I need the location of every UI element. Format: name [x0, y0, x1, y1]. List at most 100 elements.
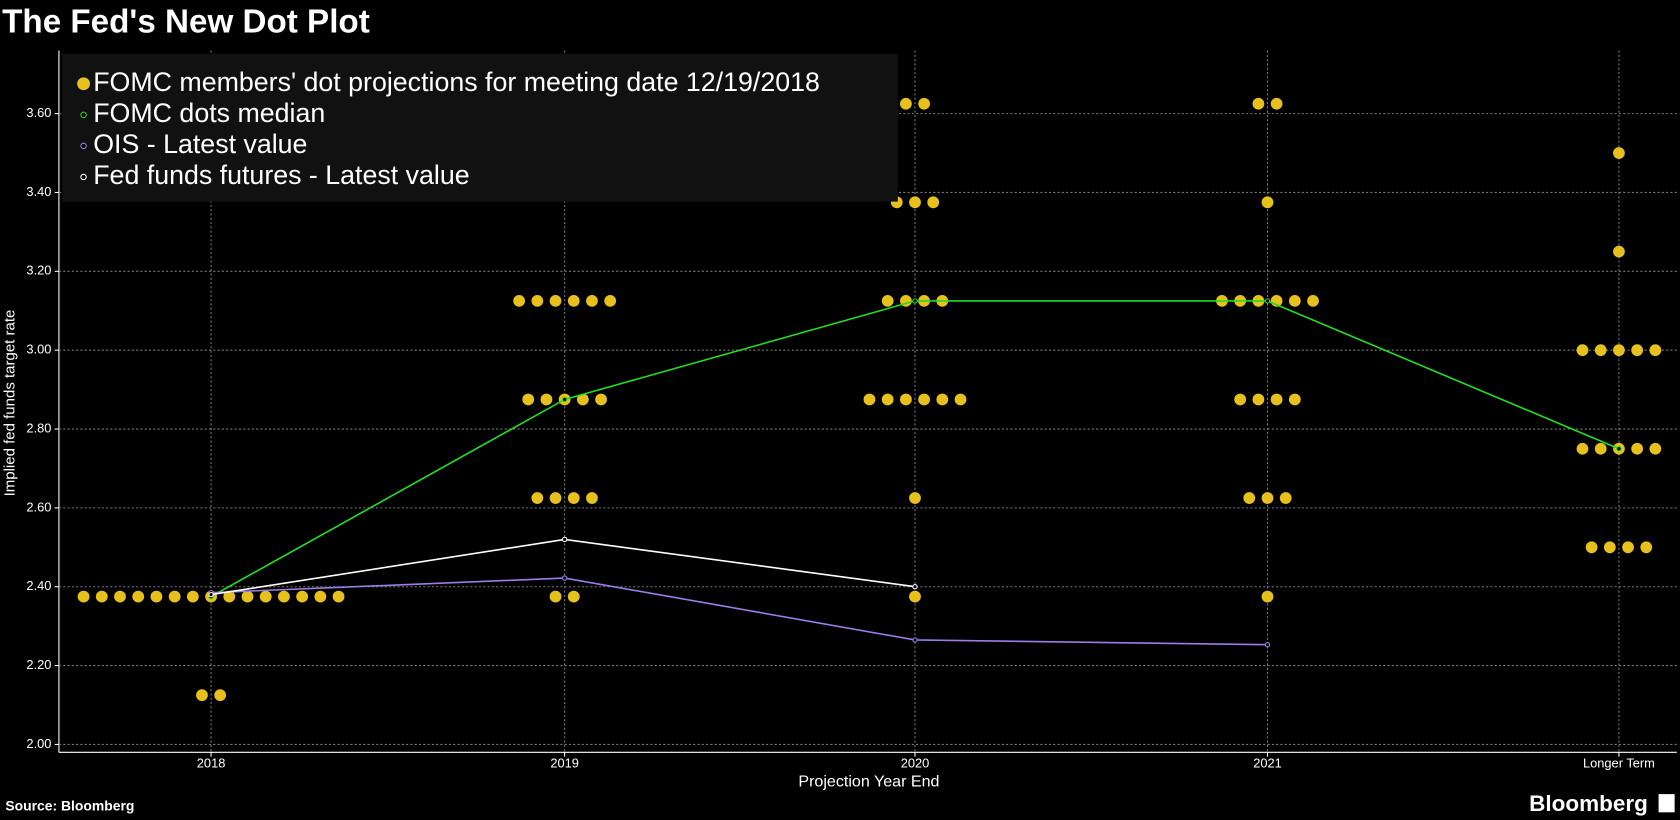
legend-label: FOMC members' dot projections for meetin…	[93, 67, 820, 97]
x-tick-label: 2019	[550, 755, 579, 770]
dot	[881, 294, 894, 307]
legend-marker	[80, 173, 87, 181]
dot	[278, 590, 290, 603]
legend-marker	[80, 111, 87, 119]
dot	[1631, 442, 1644, 455]
dot	[936, 393, 949, 406]
dot	[1261, 590, 1274, 603]
y-tick-label: 2.20	[26, 657, 51, 672]
chart-title: The Fed's New Dot Plot	[2, 4, 370, 41]
y-tick-label: 2.80	[26, 420, 51, 435]
dot	[522, 393, 535, 406]
dot	[1252, 97, 1265, 110]
dot	[909, 196, 921, 209]
dot	[540, 393, 553, 406]
y-tick-label: 2.00	[26, 736, 51, 751]
dot	[1613, 147, 1625, 159]
line-point	[912, 584, 918, 590]
dot	[918, 393, 930, 406]
dot	[150, 590, 163, 603]
dot	[314, 590, 327, 603]
dot	[1649, 442, 1662, 455]
dot	[196, 689, 208, 702]
dot	[586, 492, 598, 504]
y-tick-label: 3.00	[26, 342, 51, 357]
dot	[531, 492, 544, 504]
dot	[186, 590, 199, 603]
dot	[549, 492, 562, 504]
dot	[296, 590, 309, 603]
dot	[1307, 294, 1319, 307]
dot	[1576, 344, 1589, 357]
dot	[1288, 294, 1301, 307]
dot	[168, 590, 181, 603]
dot	[1279, 492, 1292, 504]
dot	[1270, 393, 1283, 406]
dot	[909, 590, 921, 603]
dot	[954, 393, 967, 406]
dot	[900, 393, 912, 406]
legend-marker	[77, 77, 90, 91]
source: Source: Bloomberg	[5, 798, 134, 814]
legend-label: FOMC dots median	[93, 98, 325, 128]
dot	[604, 294, 617, 307]
x-tick-label: 2018	[197, 755, 226, 770]
dot	[531, 294, 544, 307]
dot	[1649, 344, 1662, 357]
dot	[1234, 393, 1247, 406]
dot	[567, 492, 580, 504]
dot	[513, 294, 525, 307]
dot	[241, 590, 254, 603]
plot-area: 2.00 2.20 2.40 2.60 2.80 3.00 3.20 3.40 3.60 2018…	[26, 50, 1677, 770]
dot	[1243, 492, 1256, 504]
legend-marker	[80, 142, 87, 150]
dot	[223, 590, 236, 603]
x-tick-label: 2020	[901, 755, 930, 770]
dot	[549, 294, 562, 307]
dot	[1288, 393, 1301, 406]
line-point	[1616, 446, 1622, 452]
dot	[586, 294, 598, 307]
legend-box	[62, 53, 898, 202]
dot	[1640, 541, 1653, 554]
dot	[259, 590, 272, 603]
dot	[1576, 442, 1589, 455]
dot	[1252, 393, 1265, 406]
line-point	[912, 298, 918, 304]
dot	[1585, 541, 1598, 554]
brand: Bloomberg	[1529, 791, 1648, 816]
legend-label: Fed funds futures - Latest value	[93, 160, 469, 190]
legend-label: OIS - Latest value	[93, 129, 307, 159]
line-point	[208, 591, 214, 598]
y-axis-label: Implied fed funds target rate	[2, 310, 19, 497]
line-point	[1264, 642, 1271, 648]
dot	[1613, 344, 1625, 357]
series-line	[211, 577, 1268, 646]
y-tick-label: 3.60	[26, 105, 51, 120]
dot	[332, 590, 345, 603]
dot	[1613, 245, 1625, 258]
y-tick-label: 2.40	[26, 578, 51, 593]
line-point	[561, 575, 568, 581]
dot	[132, 590, 145, 603]
dot	[1270, 97, 1283, 110]
brand-icon	[1658, 794, 1675, 813]
dot	[918, 97, 930, 110]
dot	[549, 590, 562, 603]
dot	[1261, 492, 1274, 504]
x-axis-label: Projection Year End	[798, 773, 939, 791]
x-tick-label: Longer Term	[1583, 755, 1655, 770]
dot	[567, 590, 580, 603]
dot	[1594, 442, 1607, 455]
dot	[77, 590, 90, 603]
dot	[214, 689, 227, 702]
dot	[927, 196, 940, 209]
dot	[576, 393, 589, 406]
line-point	[1264, 298, 1271, 304]
dot	[1261, 196, 1274, 209]
dot	[881, 393, 894, 406]
dot	[567, 294, 580, 307]
dot	[863, 393, 876, 406]
